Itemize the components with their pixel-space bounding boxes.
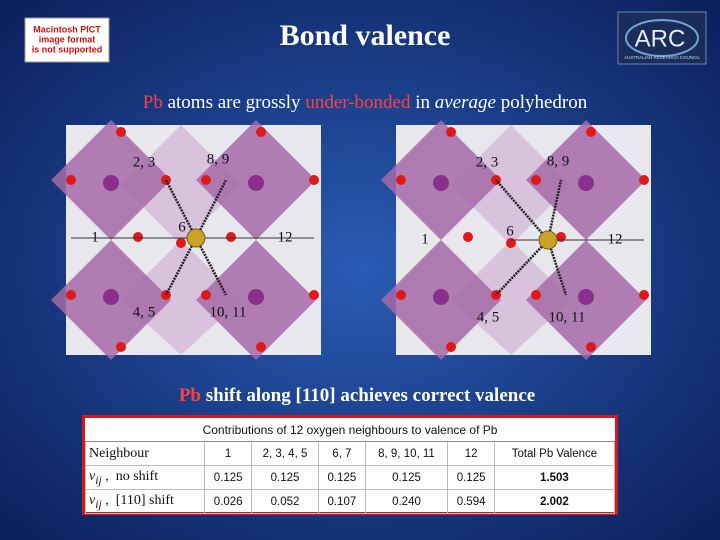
row-label-part: , [110] shift bbox=[101, 492, 174, 508]
table-cell: 0.240 bbox=[364, 489, 449, 514]
table-cell: 0.125 bbox=[204, 465, 252, 490]
neighbour-label: 1 bbox=[91, 229, 99, 245]
structure-diagram bbox=[51, 120, 321, 360]
subtitle-part: average bbox=[435, 92, 496, 113]
subtitle-part: polyhedron bbox=[496, 92, 588, 113]
caption: Pb shift along [110] achieves correct va… bbox=[179, 385, 535, 406]
subtitle-part: Pb bbox=[143, 92, 163, 113]
subtitle-part: in bbox=[410, 92, 434, 113]
header-cell: Neighbour bbox=[84, 441, 206, 466]
row-label: vij , no shift bbox=[84, 465, 206, 490]
table-cell: 2.002 bbox=[493, 489, 616, 514]
caption-part: shift along [110] achieves correct valen… bbox=[201, 385, 535, 406]
logo-subtitle: AUSTRALIAN RESEARCH COUNCIL bbox=[624, 55, 701, 60]
slide-title: Bond valence bbox=[280, 19, 451, 52]
row-label: vij , [110] shift bbox=[84, 489, 206, 514]
neighbour-label: 2, 3 bbox=[133, 154, 156, 170]
structure-diagram bbox=[381, 120, 651, 360]
table-cell: 0.125 bbox=[318, 465, 366, 490]
neighbour-label: 8, 9 bbox=[207, 151, 230, 167]
table-cell: 0.594 bbox=[447, 489, 495, 514]
row-label-part: ij bbox=[95, 497, 102, 511]
placeholder-text: image format bbox=[39, 34, 96, 44]
table-cell: 0.125 bbox=[250, 465, 320, 490]
neighbour-label: 6 bbox=[506, 223, 514, 239]
logo-name: ARC bbox=[635, 25, 686, 52]
row-label-part: v bbox=[89, 468, 96, 484]
placeholder-text: is not supported bbox=[32, 44, 103, 54]
neighbour-label: 10, 11 bbox=[549, 309, 586, 325]
header-cell: 12 bbox=[447, 441, 495, 466]
neighbour-label: 4, 5 bbox=[133, 304, 156, 320]
placeholder-text: Macintosh PICT bbox=[33, 24, 101, 34]
neighbour-label: 12 bbox=[278, 229, 293, 245]
row-label-part: , no shift bbox=[101, 468, 159, 484]
logo-ring bbox=[625, 19, 699, 57]
neighbour-label: 8, 9 bbox=[547, 153, 570, 169]
row-label-part: ij bbox=[95, 473, 102, 487]
neighbour-label: 6 bbox=[178, 219, 186, 235]
table-cell: 1.503 bbox=[493, 465, 616, 490]
table-cell: 0.125 bbox=[447, 465, 495, 490]
subtitle: Pb atoms are grossly under-bonded in ave… bbox=[143, 92, 588, 113]
table-cell: 0.107 bbox=[318, 489, 366, 514]
header-cell: 1 bbox=[204, 441, 252, 466]
table-cell: 0.125 bbox=[364, 465, 449, 490]
valence-table: Contributions of 12 oxygen neighbours to… bbox=[82, 415, 618, 515]
header-cell: 2, 3, 4, 5 bbox=[250, 441, 320, 466]
header-cell: 8, 9, 10, 11 bbox=[364, 441, 449, 466]
neighbour-label: 4, 5 bbox=[477, 309, 500, 325]
table-cell: 0.026 bbox=[204, 489, 252, 514]
neighbour-label: 1 bbox=[421, 231, 429, 247]
neighbour-label: 2, 3 bbox=[476, 154, 499, 170]
image-placeholder bbox=[24, 17, 110, 63]
caption-part: Pb bbox=[179, 385, 201, 406]
header-cell: Total Pb Valence bbox=[493, 441, 616, 466]
neighbour-label: 12 bbox=[608, 231, 623, 247]
neighbour-label: 10, 11 bbox=[210, 304, 247, 320]
subtitle-part: under-bonded bbox=[305, 92, 411, 113]
header-cell: 6, 7 bbox=[318, 441, 366, 466]
table-caption: Contributions of 12 oxygen neighbours to… bbox=[85, 418, 615, 442]
row-label-part: v bbox=[89, 492, 96, 508]
table-cell: 0.052 bbox=[250, 489, 320, 514]
subtitle-part: atoms are grossly bbox=[163, 92, 305, 113]
